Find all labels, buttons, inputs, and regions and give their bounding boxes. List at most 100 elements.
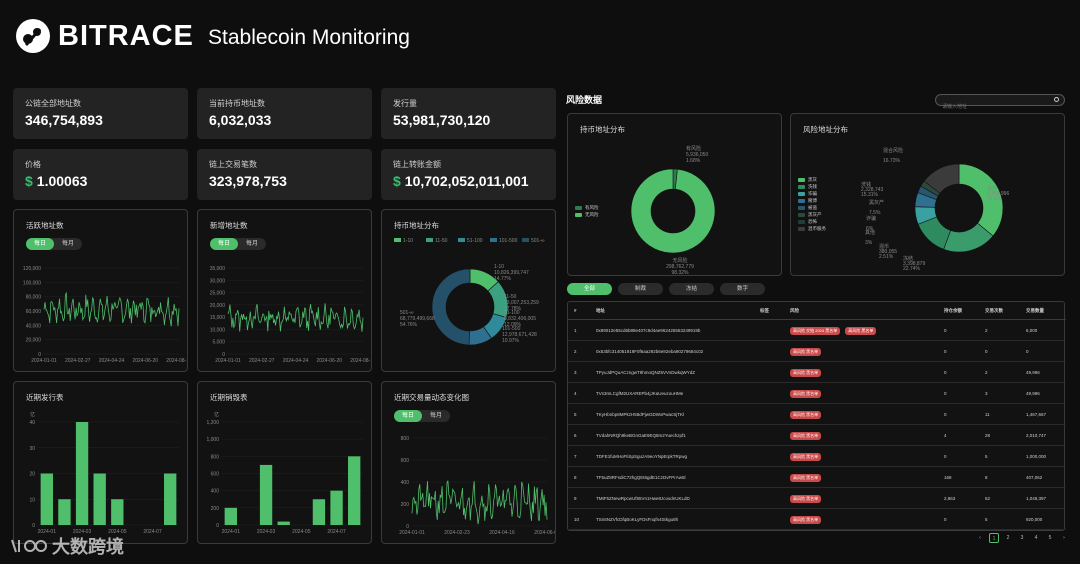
toggle-monthly[interactable]: 每月 bbox=[246, 241, 259, 247]
row-index: 9 bbox=[574, 496, 577, 501]
legend-item[interactable]: 黑灰 bbox=[798, 176, 826, 183]
brand-logo[interactable]: BITRACE bbox=[16, 19, 194, 53]
row-index: 2 bbox=[574, 349, 577, 354]
page-button[interactable]: 5 bbox=[1048, 535, 1052, 541]
toggle-daily[interactable]: 每日 bbox=[210, 238, 239, 250]
bar bbox=[277, 521, 290, 525]
table-row[interactable]: 2 0x53bfc314051919F0f6aa292b6e82eba902796… bbox=[568, 341, 1066, 362]
stat-card-total-addresses: 公链全部地址数 346,754,893 bbox=[13, 88, 188, 139]
x-tick-label: 2024-07 bbox=[327, 529, 346, 535]
cell-cnt: 52 bbox=[985, 496, 991, 501]
page-button[interactable]: 1 bbox=[989, 533, 999, 543]
legend-item[interactable]: 恐怖 bbox=[798, 218, 826, 225]
search-input[interactable] bbox=[936, 102, 1046, 112]
panel-title: 风险地址分布 bbox=[803, 125, 848, 134]
slice-label: 混币 bbox=[879, 243, 889, 250]
bar bbox=[348, 456, 361, 525]
bar bbox=[58, 499, 71, 525]
cell-qty: 6,000 bbox=[1026, 328, 1038, 333]
cell-qty: 1,000,000 bbox=[1026, 454, 1047, 459]
bar bbox=[111, 499, 124, 525]
table-row[interactable]: 6 TVdahNRQh9keBGnGaE9EQ8m2Yuechzpf1 高风险 黑名… bbox=[568, 425, 1066, 446]
legend-item[interactable]: 无风险 bbox=[575, 211, 599, 218]
col-index: # bbox=[574, 308, 577, 313]
search-icon[interactable] bbox=[1054, 97, 1059, 102]
table-row[interactable]: 4 TVs3mLCgfM2UXAREPb4jJKaUeuzouHMe 高风险 黑名单… bbox=[568, 383, 1066, 404]
y-tick-label: 200 bbox=[211, 506, 220, 512]
tab-sanction[interactable]: 制裁 bbox=[618, 283, 663, 295]
cell-bal: 0 bbox=[944, 391, 947, 396]
address-link[interactable]: TKyHbnbp8MPkzH58dPjwGDWxPwacSjTKl bbox=[596, 412, 685, 417]
slice-label: 诈骗 bbox=[866, 215, 876, 222]
panel-active-addresses: 活跃地址数 每日 每月 120,000 100,000 80,000 60,000 40… bbox=[13, 209, 188, 372]
legend-item[interactable]: 赌博 bbox=[798, 197, 826, 204]
toggle-daily[interactable]: 每日 bbox=[394, 410, 423, 422]
cell-bal: 168 bbox=[944, 475, 952, 480]
address-link[interactable]: 0x53bfc314051919F0f6aa292b6e82eba9027968… bbox=[596, 349, 704, 354]
address-link[interactable]: 0x89012e55cd6b88e407c9d4ae96242555324991… bbox=[596, 328, 701, 333]
address-link[interactable]: TMtF5ZNewRpcwUf85Vn1Hwe8JcosdnUKLdD bbox=[596, 496, 690, 501]
risk-tags: 高风险 黑名单 bbox=[790, 404, 826, 425]
y-tick-label: 20 bbox=[29, 472, 35, 478]
tab-digital[interactable]: 数字 bbox=[720, 283, 765, 295]
panel-risk-hold-dist: 持币地址分布 有风险 无风险 有风险 5,936,050 1.68% 无风险 298,7… bbox=[567, 113, 782, 276]
y-tick-label: 25,000 bbox=[210, 291, 226, 297]
address-link[interactable]: TDFE1fuMHoFtiSpSguzA9eoYNpErpkTRpwg bbox=[596, 454, 688, 459]
table-row[interactable]: 5 TKyHbnbp8MPkzH58dPjwGDWxPwacSjTKl 高风险 黑名… bbox=[568, 404, 1066, 425]
risk-tags: 高风险 黑名单 bbox=[790, 425, 826, 446]
legend-label: 51-100 bbox=[467, 238, 483, 244]
x-tick-label: 2024-04-16 bbox=[489, 530, 515, 536]
line-chart-new: 35,000 30,000 25,000 20,000 15,000 10,000 5,00… bbox=[210, 266, 371, 364]
slice-label: 101-500 bbox=[502, 326, 521, 332]
table-row[interactable]: 9 TMtF5ZNewRpcwUf85Vn1Hwe8JcosdnUKLdD 高风险 … bbox=[568, 488, 1066, 509]
prev-page-button[interactable]: ‹ bbox=[979, 535, 981, 541]
y-tick-label: 40 bbox=[29, 420, 35, 426]
y-tick-label: 120,000 bbox=[23, 266, 41, 272]
legend-item[interactable]: 黑灰产 bbox=[798, 211, 826, 218]
slice-label: 混合风险 bbox=[883, 147, 903, 154]
table-row[interactable]: 10 TSn5NZVfcDfqBoKLyFDsFnqfn4tSkgu8h 高风险 黑… bbox=[568, 509, 1066, 530]
legend-item[interactable]: 诈骗 bbox=[798, 190, 826, 197]
legend-item[interactable]: 有风险 bbox=[575, 204, 599, 211]
table-row[interactable]: 3 TPyuJdPQuACzngwT9hmoQNZ5VVsDwkqWYdZ 高风险 … bbox=[568, 362, 1066, 383]
table-row[interactable]: 8 TF5uZ8RFsdiC72hgQEt6gdE1CzDvFPrAw5l 高风险 … bbox=[568, 467, 1066, 488]
cell-cnt: 2 bbox=[985, 370, 988, 375]
cell-bal: 0 bbox=[944, 517, 947, 522]
row-index: 10 bbox=[574, 517, 580, 522]
slice-value: 13,007,253,259 bbox=[504, 300, 539, 306]
legend-item[interactable]: 被盗 bbox=[798, 204, 826, 211]
toggle-daily[interactable]: 每日 bbox=[26, 238, 55, 250]
slice-pct: 14.77% bbox=[494, 276, 512, 282]
next-page-button[interactable]: › bbox=[1063, 535, 1065, 541]
tab-frozen[interactable]: 冻结 bbox=[669, 283, 714, 295]
legend-item[interactable]: 混币服务 bbox=[798, 225, 826, 232]
y-tick-label: 80,000 bbox=[26, 295, 42, 301]
address-link[interactable]: TSn5NZVfcDfqBoKLyFDsFnqfn4tSkgu8h bbox=[596, 517, 679, 522]
panel-title: 持币地址分布 bbox=[580, 125, 625, 134]
cell-cnt: 0 bbox=[985, 349, 988, 354]
page-button[interactable]: 2 bbox=[1006, 535, 1010, 541]
page-button[interactable]: 3 bbox=[1020, 535, 1024, 541]
legend-item[interactable]: 洗钱 bbox=[798, 183, 826, 190]
x-tick-label: 2024-03 bbox=[73, 529, 92, 535]
slice-pct: 10.97% bbox=[502, 338, 520, 344]
pagination: ‹ 1 2 3 4 5 › bbox=[975, 533, 1069, 543]
slice-value: 6,300,996 bbox=[987, 191, 1009, 197]
address-link[interactable]: TVs3mLCgfM2UXAREPb4jJKaUeuzouHMe bbox=[596, 391, 684, 396]
slice-pct: 3% bbox=[865, 240, 873, 246]
address-link[interactable]: TVdahNRQh9keBGnGaE9EQ8m2Yuechzpf1 bbox=[596, 433, 686, 438]
address-link[interactable]: TF5uZ8RFsdiC72hgQEt6gdE1CzDvFPrAw5l bbox=[596, 475, 686, 480]
x-tick-label: 2024-04-24 bbox=[283, 358, 309, 364]
table-row[interactable]: 1 0x89012e55cd6b88e407c9d4ae9624255532499… bbox=[568, 320, 1066, 341]
page-button[interactable]: 4 bbox=[1034, 535, 1038, 541]
address-link[interactable]: TPyuJdPQuACzngwT9hmoQNZ5VVsDwkqWYdZ bbox=[596, 370, 696, 375]
y-tick-label: 30 bbox=[29, 446, 35, 452]
tab-all[interactable]: 全部 bbox=[567, 283, 612, 295]
slice-value: 8,832,406,005 bbox=[504, 316, 536, 322]
toggle-monthly[interactable]: 每月 bbox=[430, 413, 443, 419]
risk-tags: 高风险 黑名单 bbox=[790, 383, 826, 404]
table-row[interactable]: 7 TDFE1fuMHoFtiSpSguzA9eoYNpErpkTRpwg 高风险 … bbox=[568, 446, 1066, 467]
watermark: 大数跨境 bbox=[10, 533, 124, 559]
y-tick-label: 60,000 bbox=[26, 309, 42, 315]
toggle-monthly[interactable]: 每月 bbox=[62, 241, 75, 247]
